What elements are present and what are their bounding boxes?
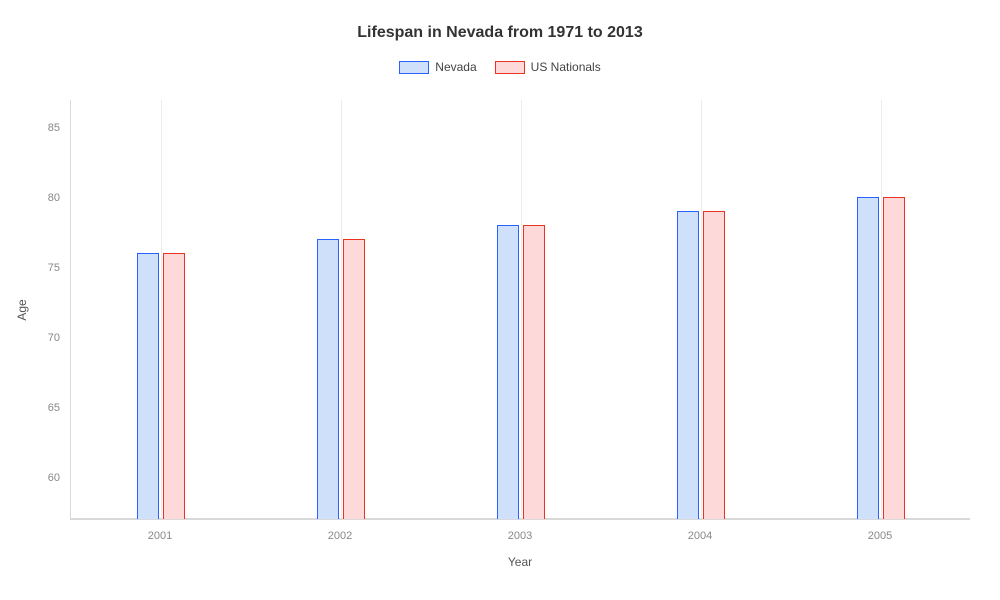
chart-title: Lifespan in Nevada from 1971 to 2013 <box>0 0 1000 42</box>
y-tick-label: 60 <box>30 472 60 484</box>
y-axis-title: Age <box>15 299 29 320</box>
chart-container: Lifespan in Nevada from 1971 to 2013 Nev… <box>0 0 1000 600</box>
bar <box>703 211 725 519</box>
gridline-vertical <box>161 100 162 519</box>
legend-label: US Nationals <box>531 60 601 74</box>
bar <box>857 197 879 519</box>
legend-label: Nevada <box>435 60 476 74</box>
y-tick-label: 85 <box>30 122 60 134</box>
chart-legend: Nevada US Nationals <box>0 60 1000 74</box>
bar <box>497 225 519 519</box>
bar <box>317 239 339 519</box>
x-axis-title: Year <box>508 555 532 569</box>
legend-item-us-nationals: US Nationals <box>495 60 601 74</box>
bar <box>883 197 905 519</box>
legend-swatch-icon <box>399 61 429 74</box>
y-tick-label: 80 <box>30 192 60 204</box>
bar <box>677 211 699 519</box>
x-tick-label: 2002 <box>328 530 352 542</box>
plot-area <box>70 100 970 520</box>
bar <box>137 253 159 519</box>
x-tick-label: 2003 <box>508 530 532 542</box>
y-tick-label: 75 <box>30 262 60 274</box>
gridline-vertical <box>881 100 882 519</box>
y-tick-label: 65 <box>30 402 60 414</box>
x-tick-label: 2005 <box>868 530 892 542</box>
gridline-vertical <box>521 100 522 519</box>
x-tick-label: 2004 <box>688 530 712 542</box>
gridline-vertical <box>701 100 702 519</box>
legend-item-nevada: Nevada <box>399 60 476 74</box>
gridline-vertical <box>341 100 342 519</box>
y-tick-label: 70 <box>30 332 60 344</box>
bar <box>163 253 185 519</box>
bar <box>343 239 365 519</box>
plot-wrap: Age Year 6065707580852001200220032004200… <box>70 100 970 520</box>
x-tick-label: 2001 <box>148 530 172 542</box>
bar <box>523 225 545 519</box>
legend-swatch-icon <box>495 61 525 74</box>
